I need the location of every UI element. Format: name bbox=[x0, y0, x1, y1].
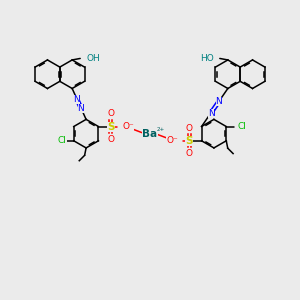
Text: Cl: Cl bbox=[238, 122, 247, 131]
Text: 2+: 2+ bbox=[157, 127, 165, 132]
Text: HO: HO bbox=[200, 54, 214, 63]
Text: S: S bbox=[107, 122, 115, 131]
Text: N: N bbox=[208, 109, 214, 118]
Text: Ba: Ba bbox=[142, 129, 158, 139]
Text: O: O bbox=[107, 135, 114, 144]
Text: O⁻: O⁻ bbox=[122, 122, 134, 131]
Text: N: N bbox=[74, 95, 80, 104]
Text: Cl: Cl bbox=[58, 136, 67, 145]
Text: OH: OH bbox=[86, 54, 100, 63]
Text: O: O bbox=[107, 109, 114, 118]
Text: O: O bbox=[186, 124, 193, 133]
Text: O⁻: O⁻ bbox=[166, 136, 178, 145]
Text: N: N bbox=[216, 97, 222, 106]
Text: N: N bbox=[78, 104, 84, 113]
Text: O: O bbox=[186, 149, 193, 158]
Text: S: S bbox=[185, 136, 193, 146]
